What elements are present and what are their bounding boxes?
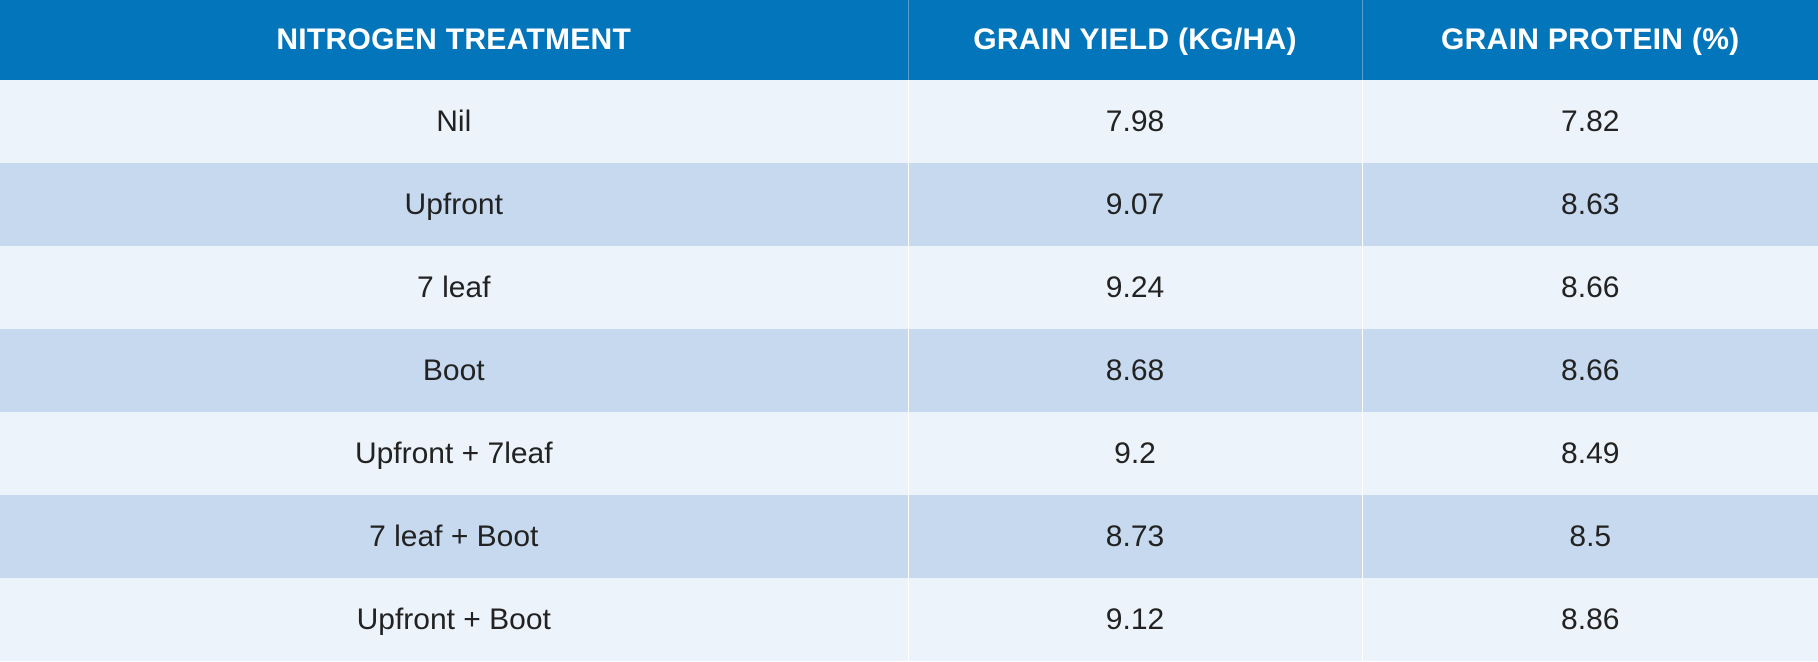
treatment-cell: Nil xyxy=(0,80,909,163)
treatment-cell: Upfront + 7leaf xyxy=(0,412,909,495)
table-row: Upfront + Boot 9.12 8.86 xyxy=(0,578,1818,661)
yield-cell: 9.24 xyxy=(908,246,1363,329)
column-header-protein: GRAIN PROTEIN (%) xyxy=(1362,0,1818,80)
table-row: Nil 7.98 7.82 xyxy=(0,80,1818,163)
treatment-cell: 7 leaf xyxy=(0,246,909,329)
table-row: 7 leaf + Boot 8.73 8.5 xyxy=(0,495,1818,578)
header-row: NITROGEN TREATMENT GRAIN YIELD (KG/HA) G… xyxy=(0,0,1818,80)
protein-cell: 8.63 xyxy=(1362,163,1818,246)
yield-cell: 8.73 xyxy=(908,495,1363,578)
protein-cell: 8.66 xyxy=(1362,329,1818,412)
yield-cell: 8.68 xyxy=(908,329,1363,412)
table-row: 7 leaf 9.24 8.66 xyxy=(0,246,1818,329)
table-row: Upfront + 7leaf 9.2 8.49 xyxy=(0,412,1818,495)
yield-cell: 9.12 xyxy=(908,578,1363,661)
table-row: Upfront 9.07 8.63 xyxy=(0,163,1818,246)
protein-cell: 8.49 xyxy=(1362,412,1818,495)
protein-cell: 8.86 xyxy=(1362,578,1818,661)
table-header: NITROGEN TREATMENT GRAIN YIELD (KG/HA) G… xyxy=(0,0,1818,80)
treatment-cell: Upfront xyxy=(0,163,909,246)
protein-cell: 8.5 xyxy=(1362,495,1818,578)
table-body: Nil 7.98 7.82 Upfront 9.07 8.63 7 leaf 9… xyxy=(0,80,1818,661)
yield-cell: 7.98 xyxy=(908,80,1363,163)
yield-cell: 9.2 xyxy=(908,412,1363,495)
treatment-cell: 7 leaf + Boot xyxy=(0,495,909,578)
column-header-treatment: NITROGEN TREATMENT xyxy=(0,0,909,80)
column-header-yield: GRAIN YIELD (KG/HA) xyxy=(908,0,1363,80)
table-row: Boot 8.68 8.66 xyxy=(0,329,1818,412)
treatment-cell: Upfront + Boot xyxy=(0,578,909,661)
yield-cell: 9.07 xyxy=(908,163,1363,246)
protein-cell: 7.82 xyxy=(1362,80,1818,163)
treatment-cell: Boot xyxy=(0,329,909,412)
protein-cell: 8.66 xyxy=(1362,246,1818,329)
